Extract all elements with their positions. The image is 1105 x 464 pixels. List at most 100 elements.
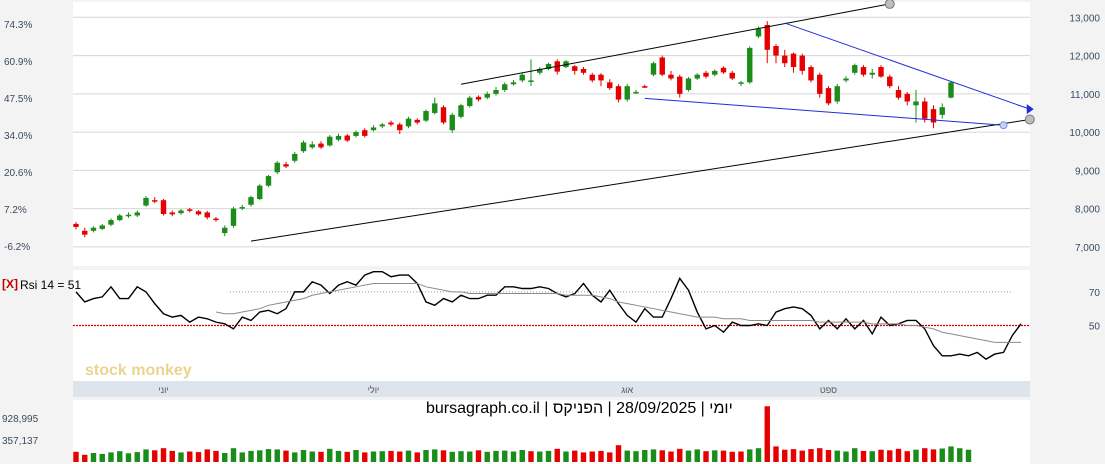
candle-up [685, 78, 692, 90]
candle-down [204, 212, 210, 218]
candle-up [222, 227, 228, 234]
percent-tick-label: 34.0% [4, 131, 32, 142]
candle-up [248, 197, 254, 205]
volume-bar [642, 450, 648, 462]
volume-bar [99, 453, 105, 462]
rsi-average-line [215, 282, 1021, 343]
candle-down [440, 107, 447, 123]
volume-bar [860, 450, 867, 462]
volume-bar [869, 451, 875, 462]
candle-up [510, 82, 517, 85]
candle-down [615, 86, 622, 100]
candle-down [414, 119, 420, 123]
volume-bar [834, 450, 840, 462]
price-tick-label: 8,000 [1075, 205, 1100, 216]
volume-bar [265, 449, 272, 462]
volume-bar [887, 450, 893, 462]
candle-up [633, 91, 639, 94]
price-tick-label: 9,000 [1075, 166, 1100, 177]
candle-down [607, 82, 613, 89]
candle-down [572, 66, 578, 71]
candle-down [799, 55, 805, 71]
candle-up [834, 86, 840, 102]
volume-bar [580, 452, 587, 462]
candle-up [99, 225, 105, 229]
volume-bar [300, 450, 307, 462]
volume-bar [440, 450, 447, 462]
price-tick-label: 10,000 [1069, 128, 1100, 139]
volume-bar [160, 448, 167, 462]
price-tick-label: 13,000 [1069, 13, 1100, 24]
volume-bar [930, 449, 937, 462]
candle-up [502, 84, 508, 90]
candle-up [143, 197, 149, 206]
volume-bar [738, 451, 744, 462]
volume-bar [922, 448, 928, 462]
volume-bar [773, 446, 779, 462]
candle-up [755, 28, 762, 37]
volume-bar [677, 448, 683, 462]
candle-up [458, 105, 464, 117]
close-rsi-button[interactable]: [X] [2, 277, 18, 291]
volume-bar [519, 450, 525, 462]
trendlines[interactable] [250, 0, 1035, 242]
volume-bar [764, 406, 770, 462]
candle-down [790, 53, 797, 68]
candle-up [624, 86, 630, 100]
volume-bar [423, 450, 429, 462]
volume-bar [624, 450, 630, 462]
rsi-tick-label: 70 [1089, 288, 1101, 299]
volume-bar [257, 450, 263, 462]
volume-bar [230, 448, 237, 462]
arrow-icon [1026, 104, 1034, 115]
volume-bar [589, 451, 595, 462]
volume-bar [782, 449, 788, 462]
candle-down [817, 74, 823, 94]
candle-up [712, 70, 718, 75]
rsi-axis: 70 50 [1089, 288, 1101, 333]
candle-up [650, 63, 657, 75]
price-tick-label: 7,000 [1075, 243, 1100, 254]
candle-up [353, 132, 359, 136]
volume-bar [790, 449, 797, 462]
candle-up [230, 208, 237, 226]
candle-up [134, 212, 140, 216]
lower-trendline [250, 118, 1030, 242]
percent-tick-label: 7.2% [4, 205, 27, 216]
volume-bar [397, 451, 403, 462]
rsi-label: Rsi 14 = 51 [20, 278, 81, 292]
volume-bar [729, 451, 735, 462]
candle-down [318, 143, 324, 148]
price-tick-label: 11,000 [1070, 90, 1100, 101]
candle-down [580, 68, 587, 73]
volume-bar [449, 451, 455, 462]
candle-up [274, 162, 280, 173]
volume-bar [720, 450, 727, 462]
candle-down [773, 46, 779, 56]
volume-bar [414, 452, 420, 462]
volume-bar [554, 448, 560, 462]
candle-up [852, 65, 858, 73]
candle-down [283, 164, 289, 167]
candle-down [213, 218, 219, 221]
price-tick-label: 12,000 [1069, 52, 1100, 63]
volume-bars [73, 406, 972, 462]
candle-down [904, 93, 910, 102]
volume-bar [73, 451, 79, 462]
candle-down [860, 67, 867, 75]
rsi-tick-label: 50 [1089, 322, 1101, 333]
upper-trendline-handle [884, 0, 895, 9]
candle-up [108, 220, 114, 225]
percent-tick-label: 74.3% [4, 20, 32, 31]
volume-bar [878, 449, 884, 462]
volume-bar [388, 450, 394, 462]
volume-bar [318, 451, 324, 462]
upper-trendline [460, 3, 890, 85]
candle-up [300, 142, 307, 152]
candle-up [519, 74, 525, 81]
volume-bar [633, 451, 639, 462]
volume-bar [432, 449, 438, 462]
price-panel [73, 2, 1030, 266]
candle-up [484, 93, 490, 98]
volume-bar [528, 451, 534, 462]
